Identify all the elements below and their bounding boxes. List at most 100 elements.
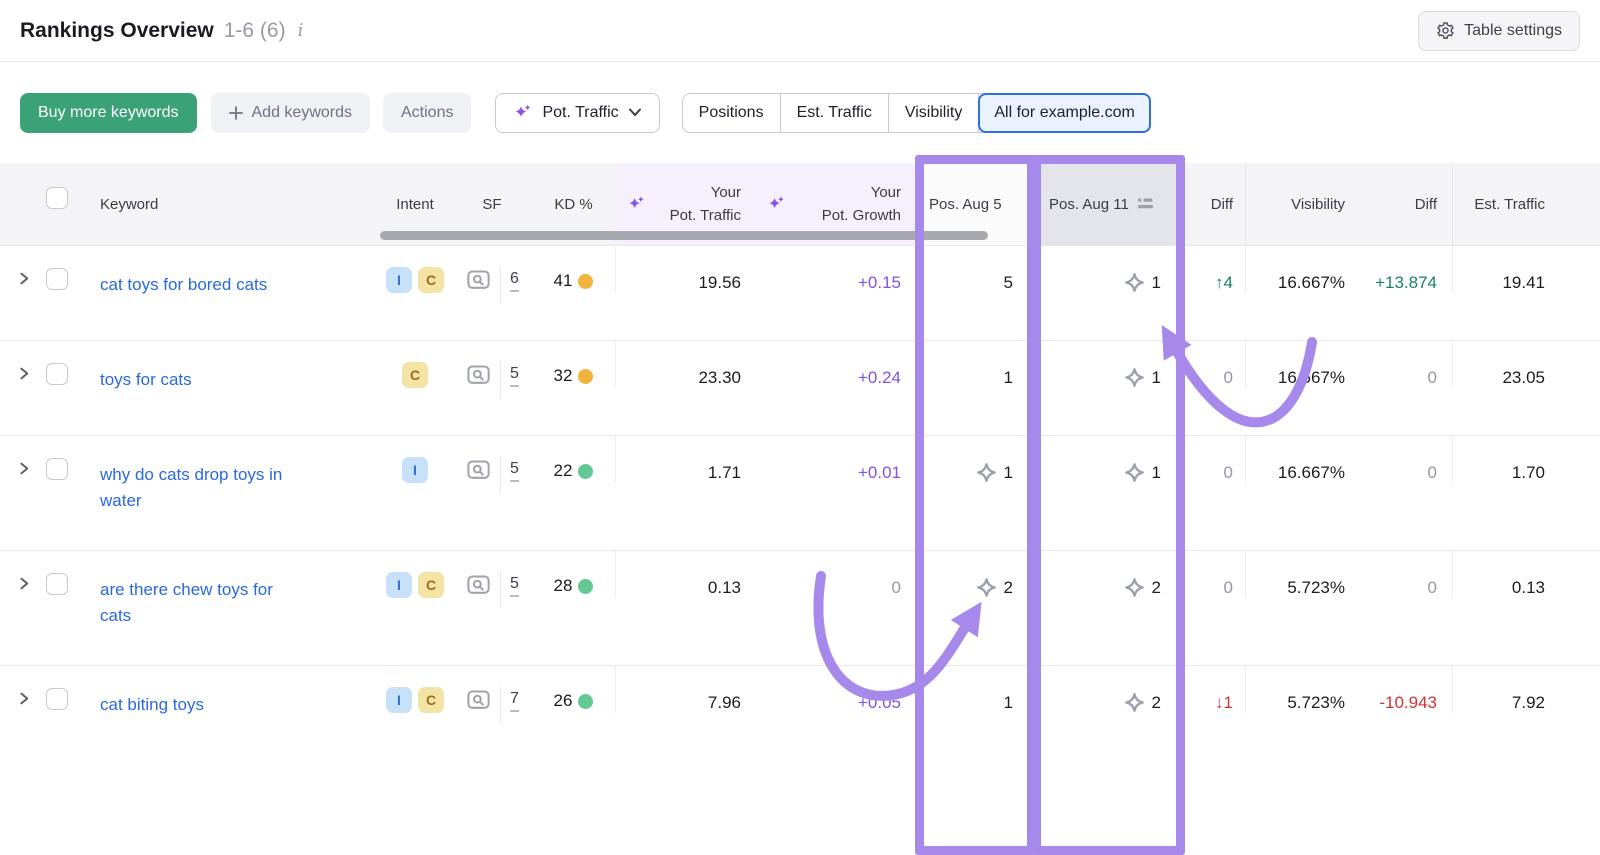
column-header-visibility-diff[interactable]: Diff	[1414, 195, 1437, 213]
gear-icon	[1436, 21, 1455, 40]
view-tab-positions[interactable]: Positions	[682, 93, 781, 132]
top-bar: Rankings Overview 1-6 (6) i Table settin…	[0, 0, 1600, 62]
column-header-diff[interactable]: Diff	[1210, 195, 1233, 213]
divider	[500, 572, 502, 608]
pos-aug5-cell: 1	[915, 666, 1035, 713]
pot-traffic-value: 0.13	[615, 551, 755, 598]
page-title: Rankings Overview	[20, 18, 214, 42]
pos-aug11-value: 1	[1151, 273, 1161, 292]
column-header-est-traffic[interactable]: Est. Traffic	[1452, 163, 1600, 245]
column-header-keyword[interactable]: Keyword	[100, 195, 159, 213]
ai-overview-position-icon	[976, 577, 997, 598]
buy-more-keywords-button[interactable]: Buy more keywords	[20, 92, 197, 133]
horizontal-scrollbar-thumb[interactable]	[380, 231, 988, 240]
select-all-checkbox[interactable]	[46, 187, 68, 209]
expand-row-button[interactable]	[16, 461, 31, 476]
column-header-kd[interactable]: KD %	[554, 195, 593, 213]
pot-growth-value: +0.15	[857, 273, 901, 292]
est-traffic-value: 19.41	[1452, 246, 1600, 293]
table-header-row: Keyword Intent SF KD % Your Pot. Traffic …	[0, 163, 1600, 245]
table-row: toys for cats C 5 32 23.30 +0.24 1	[0, 340, 1600, 435]
actions-button[interactable]: Actions	[383, 92, 472, 133]
keyword-link[interactable]: toys for cats	[100, 370, 192, 389]
keyword-link[interactable]: cat toys for bored cats	[100, 275, 268, 294]
serp-features-icon[interactable]	[465, 687, 492, 714]
pos-aug11-value: 1	[1151, 463, 1161, 482]
serp-features-icon[interactable]	[465, 362, 492, 389]
header-expand-spacer	[0, 163, 46, 245]
serp-features-icon[interactable]	[465, 267, 492, 294]
ai-overview-position-icon	[1124, 272, 1145, 293]
visibility-diff-value: 0	[1427, 368, 1437, 387]
column-header-intent[interactable]: Intent	[396, 195, 434, 213]
pos-aug11-cell: 1	[1035, 341, 1185, 388]
pos-aug5-value: 1	[1003, 693, 1013, 712]
pot-traffic-value: 7.96	[615, 666, 755, 713]
pos-aug11-value: 1	[1151, 368, 1161, 387]
position-diff-value: 0	[1223, 463, 1233, 482]
ai-overview-position-icon	[1124, 367, 1145, 388]
toolbar: Buy more keywords Add keywords Actions P…	[0, 62, 1600, 163]
sf-count-link[interactable]: 5	[510, 365, 519, 387]
row-checkbox[interactable]	[46, 458, 68, 480]
row-checkbox[interactable]	[46, 268, 68, 290]
pos-aug11-cell: 1	[1035, 436, 1185, 483]
info-icon[interactable]: i	[297, 20, 304, 41]
serp-features-icon[interactable]	[465, 457, 492, 484]
sf-count-link[interactable]: 7	[510, 690, 519, 712]
keyword-link[interactable]: are there chew toys for cats	[100, 580, 273, 625]
visibility-diff-value: +13.874	[1375, 273, 1437, 292]
keyword-link[interactable]: why do cats drop toys in water	[100, 465, 283, 510]
sparkle-icon	[513, 103, 533, 123]
ai-overview-position-icon	[1124, 692, 1145, 713]
divider	[500, 362, 502, 398]
result-range: 1-6 (6)	[223, 18, 286, 42]
intent-badge-C: C	[402, 362, 428, 388]
sparkle-icon	[767, 195, 786, 214]
pos-aug5-value: 1	[1003, 368, 1013, 387]
sf-count-link[interactable]: 5	[510, 460, 519, 482]
position-diff-value: ↓1	[1215, 693, 1233, 712]
expand-row-button[interactable]	[16, 366, 31, 381]
kd-value: 41	[553, 271, 573, 290]
expand-row-button[interactable]	[16, 271, 31, 286]
intent-badge-C: C	[418, 267, 444, 293]
kd-value: 26	[553, 691, 573, 710]
kd-value: 22	[553, 461, 573, 480]
view-tab-est-traffic[interactable]: Est. Traffic	[780, 93, 889, 132]
kd-difficulty-dot	[578, 578, 594, 594]
plus-icon	[228, 105, 243, 120]
sf-count-link[interactable]: 5	[510, 575, 519, 597]
row-checkbox[interactable]	[46, 363, 68, 385]
metric-dropdown[interactable]: Pot. Traffic	[495, 92, 660, 133]
column-header-pos-aug11[interactable]: Pos. Aug 11	[1035, 163, 1185, 245]
intent-badge-I: I	[386, 572, 412, 598]
pos-aug11-label: Pos. Aug 11	[1049, 195, 1129, 213]
keyword-link[interactable]: cat biting toys	[100, 695, 204, 714]
sf-count-link[interactable]: 6	[510, 270, 519, 292]
pos-aug11-cell: 1	[1035, 246, 1185, 293]
position-diff-value: 0	[1223, 368, 1233, 387]
kd-difficulty-dot	[578, 273, 594, 289]
row-checkbox[interactable]	[46, 688, 68, 710]
visibility-diff-value: 0	[1427, 578, 1437, 597]
add-keywords-label: Add keywords	[251, 103, 353, 121]
expand-row-button[interactable]	[16, 691, 31, 706]
column-header-sf[interactable]: SF	[482, 195, 502, 213]
view-switcher: Positions Est. Traffic Visibility All fo…	[681, 92, 1151, 133]
visibility-diff-value: 0	[1427, 463, 1437, 482]
pos-aug11-cell: 2	[1035, 551, 1185, 598]
column-header-visibility[interactable]: Visibility	[1245, 163, 1360, 245]
view-tab-all-for-domain[interactable]: All for example.com	[978, 92, 1151, 133]
est-traffic-value: 7.92	[1452, 666, 1600, 713]
intent-badge-I: I	[386, 267, 412, 293]
expand-row-button[interactable]	[16, 576, 31, 591]
view-tab-visibility[interactable]: Visibility	[888, 93, 980, 132]
table-settings-button[interactable]: Table settings	[1418, 10, 1580, 51]
row-checkbox[interactable]	[46, 573, 68, 595]
serp-features-icon[interactable]	[465, 572, 492, 599]
add-keywords-button[interactable]: Add keywords	[210, 92, 370, 133]
intent-badges: C	[378, 341, 452, 388]
